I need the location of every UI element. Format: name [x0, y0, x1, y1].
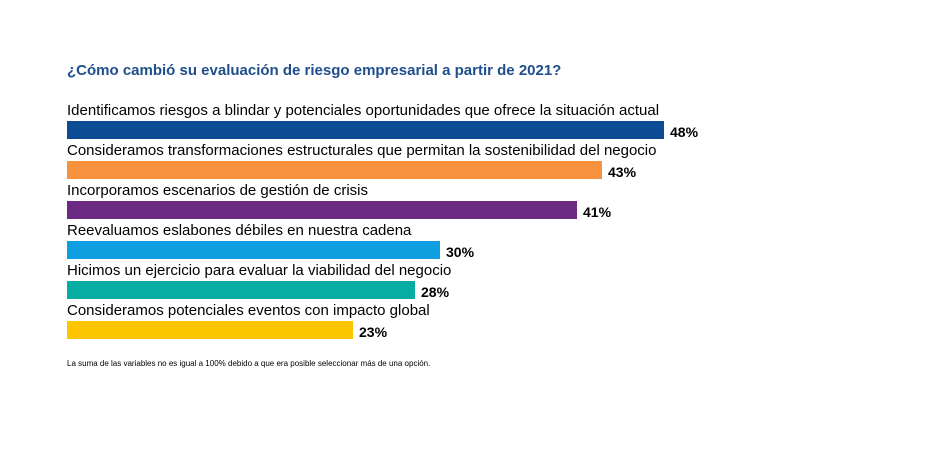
- bar-value-label: 23%: [359, 324, 388, 340]
- bar-row: Incorporamos escenarios de gestión de cr…: [67, 182, 827, 222]
- bar-row: Consideramos potenciales eventos con imp…: [67, 302, 827, 342]
- bar-value-label: 30%: [446, 244, 475, 260]
- bar-value-label: 28%: [421, 284, 450, 300]
- bar-value-label: 43%: [608, 164, 637, 180]
- bar-row: Consideramos transformaciones estructura…: [67, 142, 827, 182]
- bar-value-label: 41%: [583, 204, 612, 220]
- bar: [67, 281, 415, 299]
- bar-category-label: Consideramos potenciales eventos con imp…: [67, 302, 430, 319]
- bar-row: Reevaluamos eslabones débiles en nuestra…: [67, 222, 827, 262]
- bar-category-label: Incorporamos escenarios de gestión de cr…: [67, 182, 368, 199]
- bar-row: Identificamos riesgos a blindar y potenc…: [67, 102, 827, 142]
- bar-value-label: 48%: [670, 124, 699, 140]
- bar: [67, 161, 602, 179]
- bar-category-label: Reevaluamos eslabones débiles en nuestra…: [67, 222, 412, 239]
- bar-row: Hicimos un ejercicio para evaluar la via…: [67, 262, 827, 302]
- bar-category-label: Consideramos transformaciones estructura…: [67, 142, 657, 159]
- bar: [67, 241, 440, 259]
- bar: [67, 321, 353, 339]
- chart-title: ¿Cómo cambió su evaluación de riesgo emp…: [67, 62, 562, 79]
- bar: [67, 121, 664, 139]
- bar-category-label: Identificamos riesgos a blindar y potenc…: [67, 102, 660, 119]
- bar-category-label: Hicimos un ejercicio para evaluar la via…: [67, 262, 452, 279]
- bar: [67, 201, 577, 219]
- chart-footnote: La suma de las variables no es igual a 1…: [67, 359, 431, 368]
